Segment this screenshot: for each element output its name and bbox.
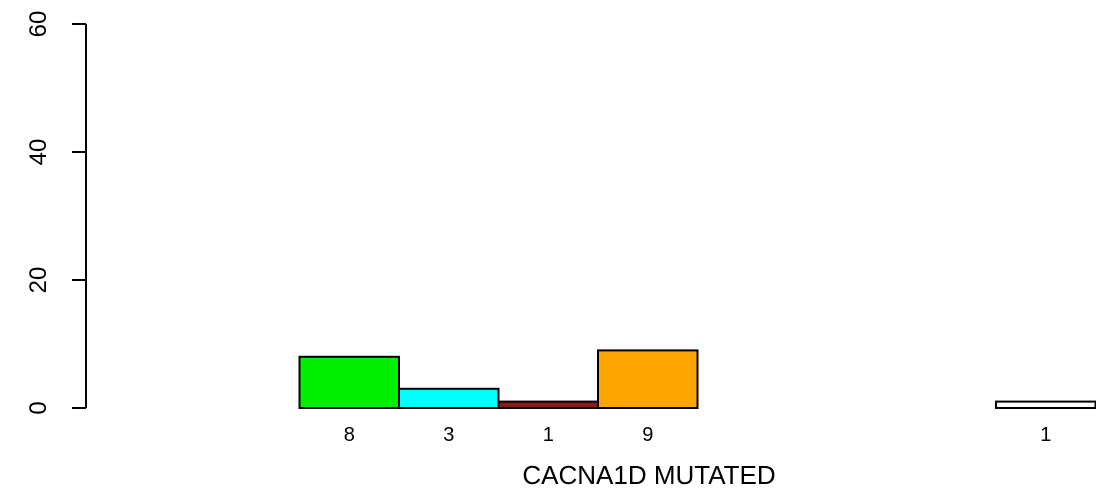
bar — [597, 349, 699, 409]
bar-count-label: 1 — [1040, 424, 1051, 446]
bar — [398, 387, 500, 409]
bar — [995, 400, 1096, 410]
y-tick-label: 20 — [25, 267, 52, 294]
y-tick-label: 40 — [25, 139, 52, 166]
bar — [497, 400, 599, 410]
bar-count-label: 9 — [642, 424, 653, 446]
y-tick-label: 0 — [25, 401, 52, 414]
x-axis-label: CACNA1D MUTATED — [522, 460, 775, 490]
bar-count-label: 8 — [344, 424, 355, 446]
bars — [298, 349, 1096, 410]
bar-count-label: 3 — [443, 424, 454, 446]
bar-labels: 8 3 1 9 1 — [344, 424, 1052, 446]
bar — [298, 355, 400, 409]
y-axis: 0 20 40 60 — [25, 11, 87, 415]
y-tick-label: 60 — [25, 11, 52, 38]
bar-count-label: 1 — [543, 424, 554, 446]
